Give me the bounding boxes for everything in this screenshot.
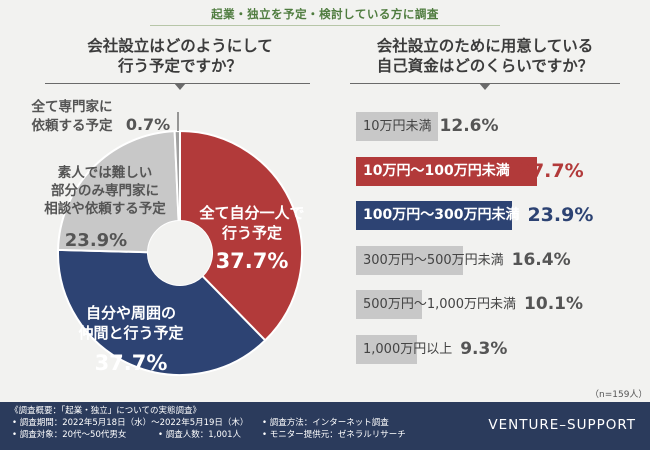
left-question-arrow-icon [174, 83, 186, 90]
bar-5-value: 9.3% [460, 338, 508, 359]
bar-1-label: 10万円～100万円未満 [363, 162, 510, 179]
pie-slice-3-value: 0.7% [126, 115, 170, 134]
bar-5-label: 1,000万円以上 [363, 341, 453, 357]
footer-survey-count: • 調査人数：1,001人 [158, 430, 242, 440]
bar-3-label: 300万円～500万円未満 [363, 252, 504, 268]
footer-survey-target: • 調査対象：20代～50代男女 [12, 430, 127, 440]
bar-2 [356, 201, 512, 230]
bar-1 [356, 156, 537, 186]
right-question-arrow-icon [479, 83, 491, 90]
pie-slice-0-label-line-2: 行う予定 [221, 224, 282, 242]
bar-2-value: 23.9% [527, 204, 594, 226]
bar-4-value: 10.1% [524, 294, 584, 314]
survey-subtitle: 起業・独立を予定・検討している方に調査 [211, 7, 439, 21]
bar-5 [356, 334, 417, 364]
right-question-line-2: 自己資金はどのくらいですか？ [376, 57, 594, 75]
right-question-line-1: 会社設立のために用意している [376, 37, 594, 55]
footer-bar: 《調査概要：「起業・独立」についての実態調査》 • 調査期間：2022年5月18… [0, 402, 650, 450]
bar-3-value: 16.4% [511, 249, 571, 270]
pie-slice-2-value: 23.9% [65, 230, 127, 251]
bar-3 [356, 245, 463, 275]
donut-hole [148, 221, 212, 285]
bar-0-value: 12.6% [439, 116, 499, 136]
pie-slice-3-label-line-2: 依頼する予定 [32, 117, 113, 134]
pie-slice-2-label-line-2: 部分のみ専門家に [51, 182, 159, 199]
pie-slice-2-label-line-1: 素人では難しい [58, 164, 153, 181]
pie-slice-0-label-line-1: 全て自分一人で [198, 204, 304, 222]
bar-4-label: 500万円～1,000万円未満 [363, 297, 517, 312]
brand-logo: VENTURE–SUPPORT [488, 417, 636, 433]
footer-survey-period: • 調査期間：2022年5月18日（水）～2022年5月19日（木） [12, 418, 249, 428]
right-question: 会社設立のために用意している 自己資金はどのくらいですか？ [355, 36, 615, 76]
pie-slice-1-value: 37.7% [95, 351, 168, 375]
bar-1-value: 27.7% [517, 159, 584, 182]
bar-0 [356, 112, 438, 141]
pie-slice-0-value: 37.7% [216, 249, 289, 273]
left-question-line-2: 行う予定ですか？ [117, 57, 242, 75]
pie-slice-1-label-line-1: 自分や周囲の [86, 304, 176, 322]
bar-2-label: 100万円～300万円未満 [363, 207, 520, 223]
subtitle-underline [150, 25, 500, 26]
bar-4 [356, 290, 422, 319]
pie-slice-1-label-line-2: 仲間と行う予定 [78, 324, 183, 342]
left-question: 会社設立はどのようにして 行う予定ですか？ [60, 36, 300, 76]
left-question-line-1: 会社設立はどのようにして [87, 37, 273, 55]
bar-0-label: 10万円未満 [363, 119, 432, 134]
pie-slice-2-label-line-3: 相談や依頼する予定 [44, 200, 166, 217]
footer-survey-title: 《調査概要：「起業・独立」についての実態調査》 [10, 406, 201, 416]
pie-slice-3-label-line-1: 全て専門家に [31, 98, 113, 115]
footer-survey-method: • 調査方法：インターネット調査 [262, 418, 389, 428]
sample-size-note: （n=159人） [590, 390, 648, 400]
footer-monitor-provider: • モニター提供元：ゼネラルリサーチ [262, 430, 406, 440]
